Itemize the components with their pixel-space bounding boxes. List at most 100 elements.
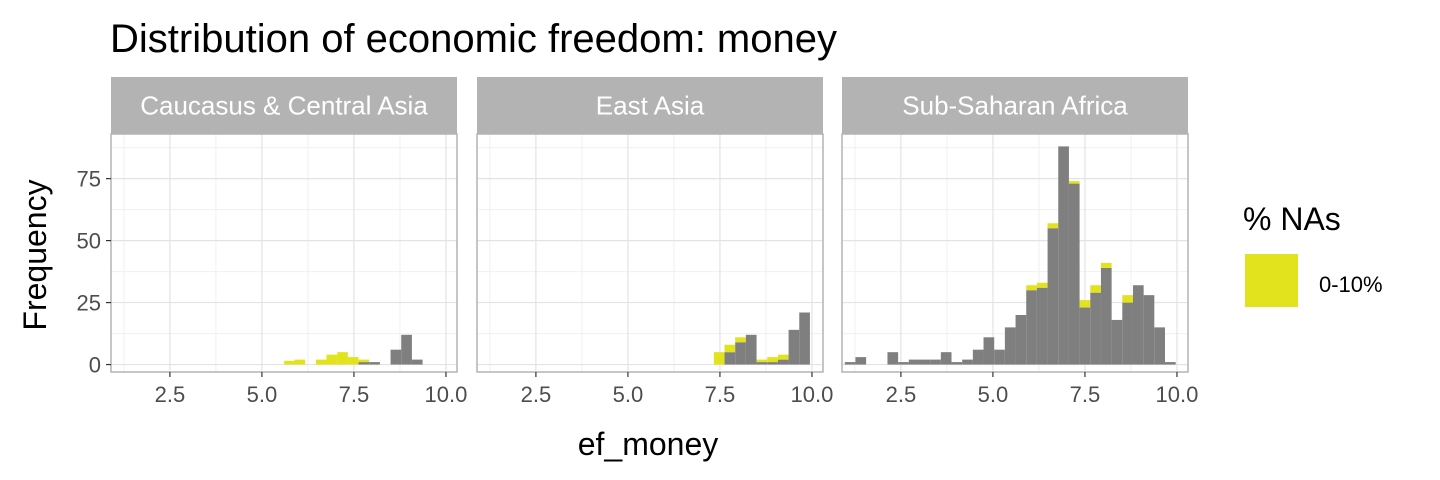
histogram-bar (1132, 285, 1144, 365)
histogram-bar (401, 334, 412, 365)
histogram-bar-na (1047, 223, 1059, 229)
histogram-bar (908, 359, 920, 365)
x-tick-label: 2.5 (886, 382, 917, 407)
histogram-bar (799, 312, 810, 365)
histogram-bar (983, 337, 995, 365)
histogram-bar-na (1079, 300, 1091, 308)
x-tick-label: 10.0 (1156, 382, 1199, 407)
y-tick-label: 50 (77, 229, 101, 254)
histogram-bar (1036, 287, 1048, 365)
histogram-bar (390, 349, 402, 365)
y-tick-label: 75 (77, 167, 101, 192)
histogram-bar-na (294, 359, 306, 365)
facet-strip (111, 77, 457, 134)
histogram-bar (994, 349, 1005, 365)
histogram-bar (972, 349, 984, 365)
x-tick-label: 7.5 (339, 382, 370, 407)
facet-strip-label: Caucasus & Central Asia (140, 91, 428, 121)
histogram-bar (887, 352, 899, 365)
histogram-bar (745, 334, 757, 365)
y-axis-title: Frequency (17, 179, 53, 330)
x-tick-label: 5.0 (613, 382, 644, 407)
histogram-bar (951, 362, 963, 365)
x-tick-label: 5.0 (247, 382, 278, 407)
histogram-bar (788, 329, 800, 365)
histogram-bar-na (756, 359, 768, 363)
panel-border (841, 133, 1189, 373)
x-tick-label: 7.5 (705, 382, 736, 407)
histogram-bar (1122, 302, 1133, 365)
histogram-bar (1026, 290, 1037, 365)
histogram-bar (962, 359, 973, 365)
x-tick-label: 2.5 (521, 382, 552, 407)
legend-title: % NAs (1243, 201, 1341, 237)
facet-panels: Caucasus & Central Asia 2.5 5.0 7.5 10.0 0 25 5… (77, 77, 1199, 407)
facet-strip-label: East Asia (596, 91, 705, 121)
histogram-bar-na (358, 359, 370, 363)
histogram-bar-na (1090, 285, 1101, 293)
x-axis-title: ef_money (578, 426, 719, 462)
histogram-bar-na (724, 344, 736, 353)
histogram-bar-na (1026, 285, 1037, 291)
panel-border (476, 133, 824, 373)
histogram-bar-na (315, 359, 327, 365)
histogram-bar (756, 362, 768, 365)
x-tick-label: 7.5 (1070, 382, 1101, 407)
facet-panel: East Asia 2.5 5.0 7.5 10.0 (476, 77, 834, 407)
histogram-bar-na (347, 357, 359, 365)
histogram-bar (411, 359, 423, 365)
facet-panel: Caucasus & Central Asia 2.5 5.0 7.5 10.0 0 25 5… (77, 77, 468, 407)
histogram-bar-na (284, 360, 295, 365)
x-tick-label: 2.5 (155, 382, 186, 407)
histogram-bar (1058, 146, 1069, 365)
histogram-bar (930, 359, 941, 365)
histogram-bar (1164, 362, 1176, 365)
histogram-bar (1154, 327, 1165, 365)
histogram-bar (1111, 319, 1123, 365)
histogram-bar (1015, 314, 1027, 365)
histogram-bar (777, 359, 789, 365)
panel-border (110, 133, 458, 373)
histogram-bar (1068, 183, 1080, 365)
histogram-bar-na (777, 354, 789, 360)
x-tick-label: 10.0 (791, 382, 834, 407)
facet-strip-label: Sub-Saharan Africa (902, 91, 1128, 121)
histogram-bar (919, 359, 931, 365)
histogram-bar (940, 352, 952, 365)
histogram-bar (1079, 307, 1091, 365)
histogram-bar (898, 362, 909, 365)
x-tick-label: 5.0 (978, 382, 1009, 407)
histogram-bar (735, 342, 746, 365)
histogram-bar-na (713, 352, 725, 365)
histogram-bar-na (735, 337, 746, 343)
histogram-bar-na (1100, 262, 1112, 268)
histogram-bar-na (1036, 282, 1048, 288)
legend-label-na: 0-10% (1319, 272, 1383, 297)
histogram-bar (767, 362, 778, 365)
histogram-bar-na (337, 352, 348, 365)
legend: % NAs 0-10% (1243, 201, 1383, 307)
facet-panel: Sub-Saharan Africa 2.5 5.0 7.5 10.0 (841, 77, 1199, 407)
y-tick-label: 25 (77, 291, 101, 316)
x-tick-label: 10.0 (425, 382, 468, 407)
histogram-bar (1143, 295, 1155, 365)
histogram-bar-na (1122, 295, 1133, 303)
histogram-bar-na (1068, 181, 1080, 184)
histogram-bar (369, 362, 380, 365)
histogram-bar (724, 352, 736, 365)
histogram-bar (358, 362, 370, 365)
histogram-bar (1100, 267, 1112, 365)
histogram-bar (855, 357, 867, 365)
chart-title: Distribution of economic freedom: money (110, 17, 837, 61)
facet-strip (477, 77, 823, 134)
histogram-bar-na (326, 354, 338, 365)
histogram-bar (1047, 228, 1059, 365)
histogram-bar (844, 362, 856, 365)
histogram-bar (1090, 292, 1101, 365)
histogram-bar-na (767, 357, 778, 363)
y-tick-label: 0 (89, 353, 101, 378)
histogram-bar (1004, 327, 1016, 365)
facet-strip (842, 77, 1188, 134)
legend-swatch-na (1245, 254, 1298, 307)
